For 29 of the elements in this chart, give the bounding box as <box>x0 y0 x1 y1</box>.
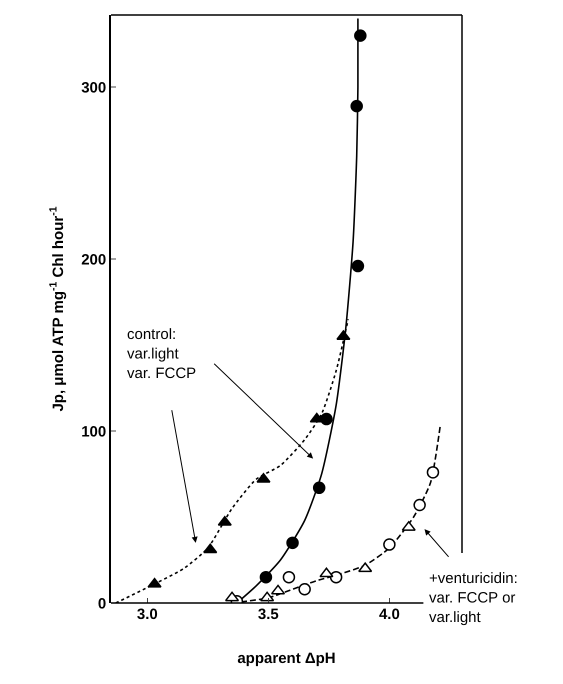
point <box>147 578 162 588</box>
point <box>413 498 426 512</box>
x-tick-label: 3.5 <box>258 606 279 623</box>
point <box>350 100 363 112</box>
point <box>336 330 350 340</box>
point <box>298 583 311 596</box>
y-tick-label: 200 <box>81 251 106 268</box>
point <box>260 570 272 584</box>
point <box>256 472 271 483</box>
point <box>282 570 296 584</box>
point <box>426 466 440 479</box>
point <box>358 562 372 572</box>
point <box>286 536 299 550</box>
annotation: control: var.light var. FCCP <box>127 326 196 382</box>
y-tick-label: 300 <box>81 79 106 96</box>
x-axis-title: apparent ΔpH <box>237 650 336 667</box>
point <box>352 260 364 272</box>
point <box>203 543 218 554</box>
x-tick-label: 3.0 <box>136 606 158 623</box>
point <box>383 538 396 551</box>
annotation: +venturicidin: var. FCCP or var.light <box>429 570 518 626</box>
point <box>320 412 333 426</box>
point <box>354 29 367 42</box>
x-tick-label: 4.0 <box>378 606 400 623</box>
point <box>312 482 326 494</box>
y-tick-label: 0 <box>98 595 106 612</box>
point <box>330 570 342 584</box>
y-tick-label: 100 <box>81 423 106 440</box>
point <box>218 516 232 526</box>
